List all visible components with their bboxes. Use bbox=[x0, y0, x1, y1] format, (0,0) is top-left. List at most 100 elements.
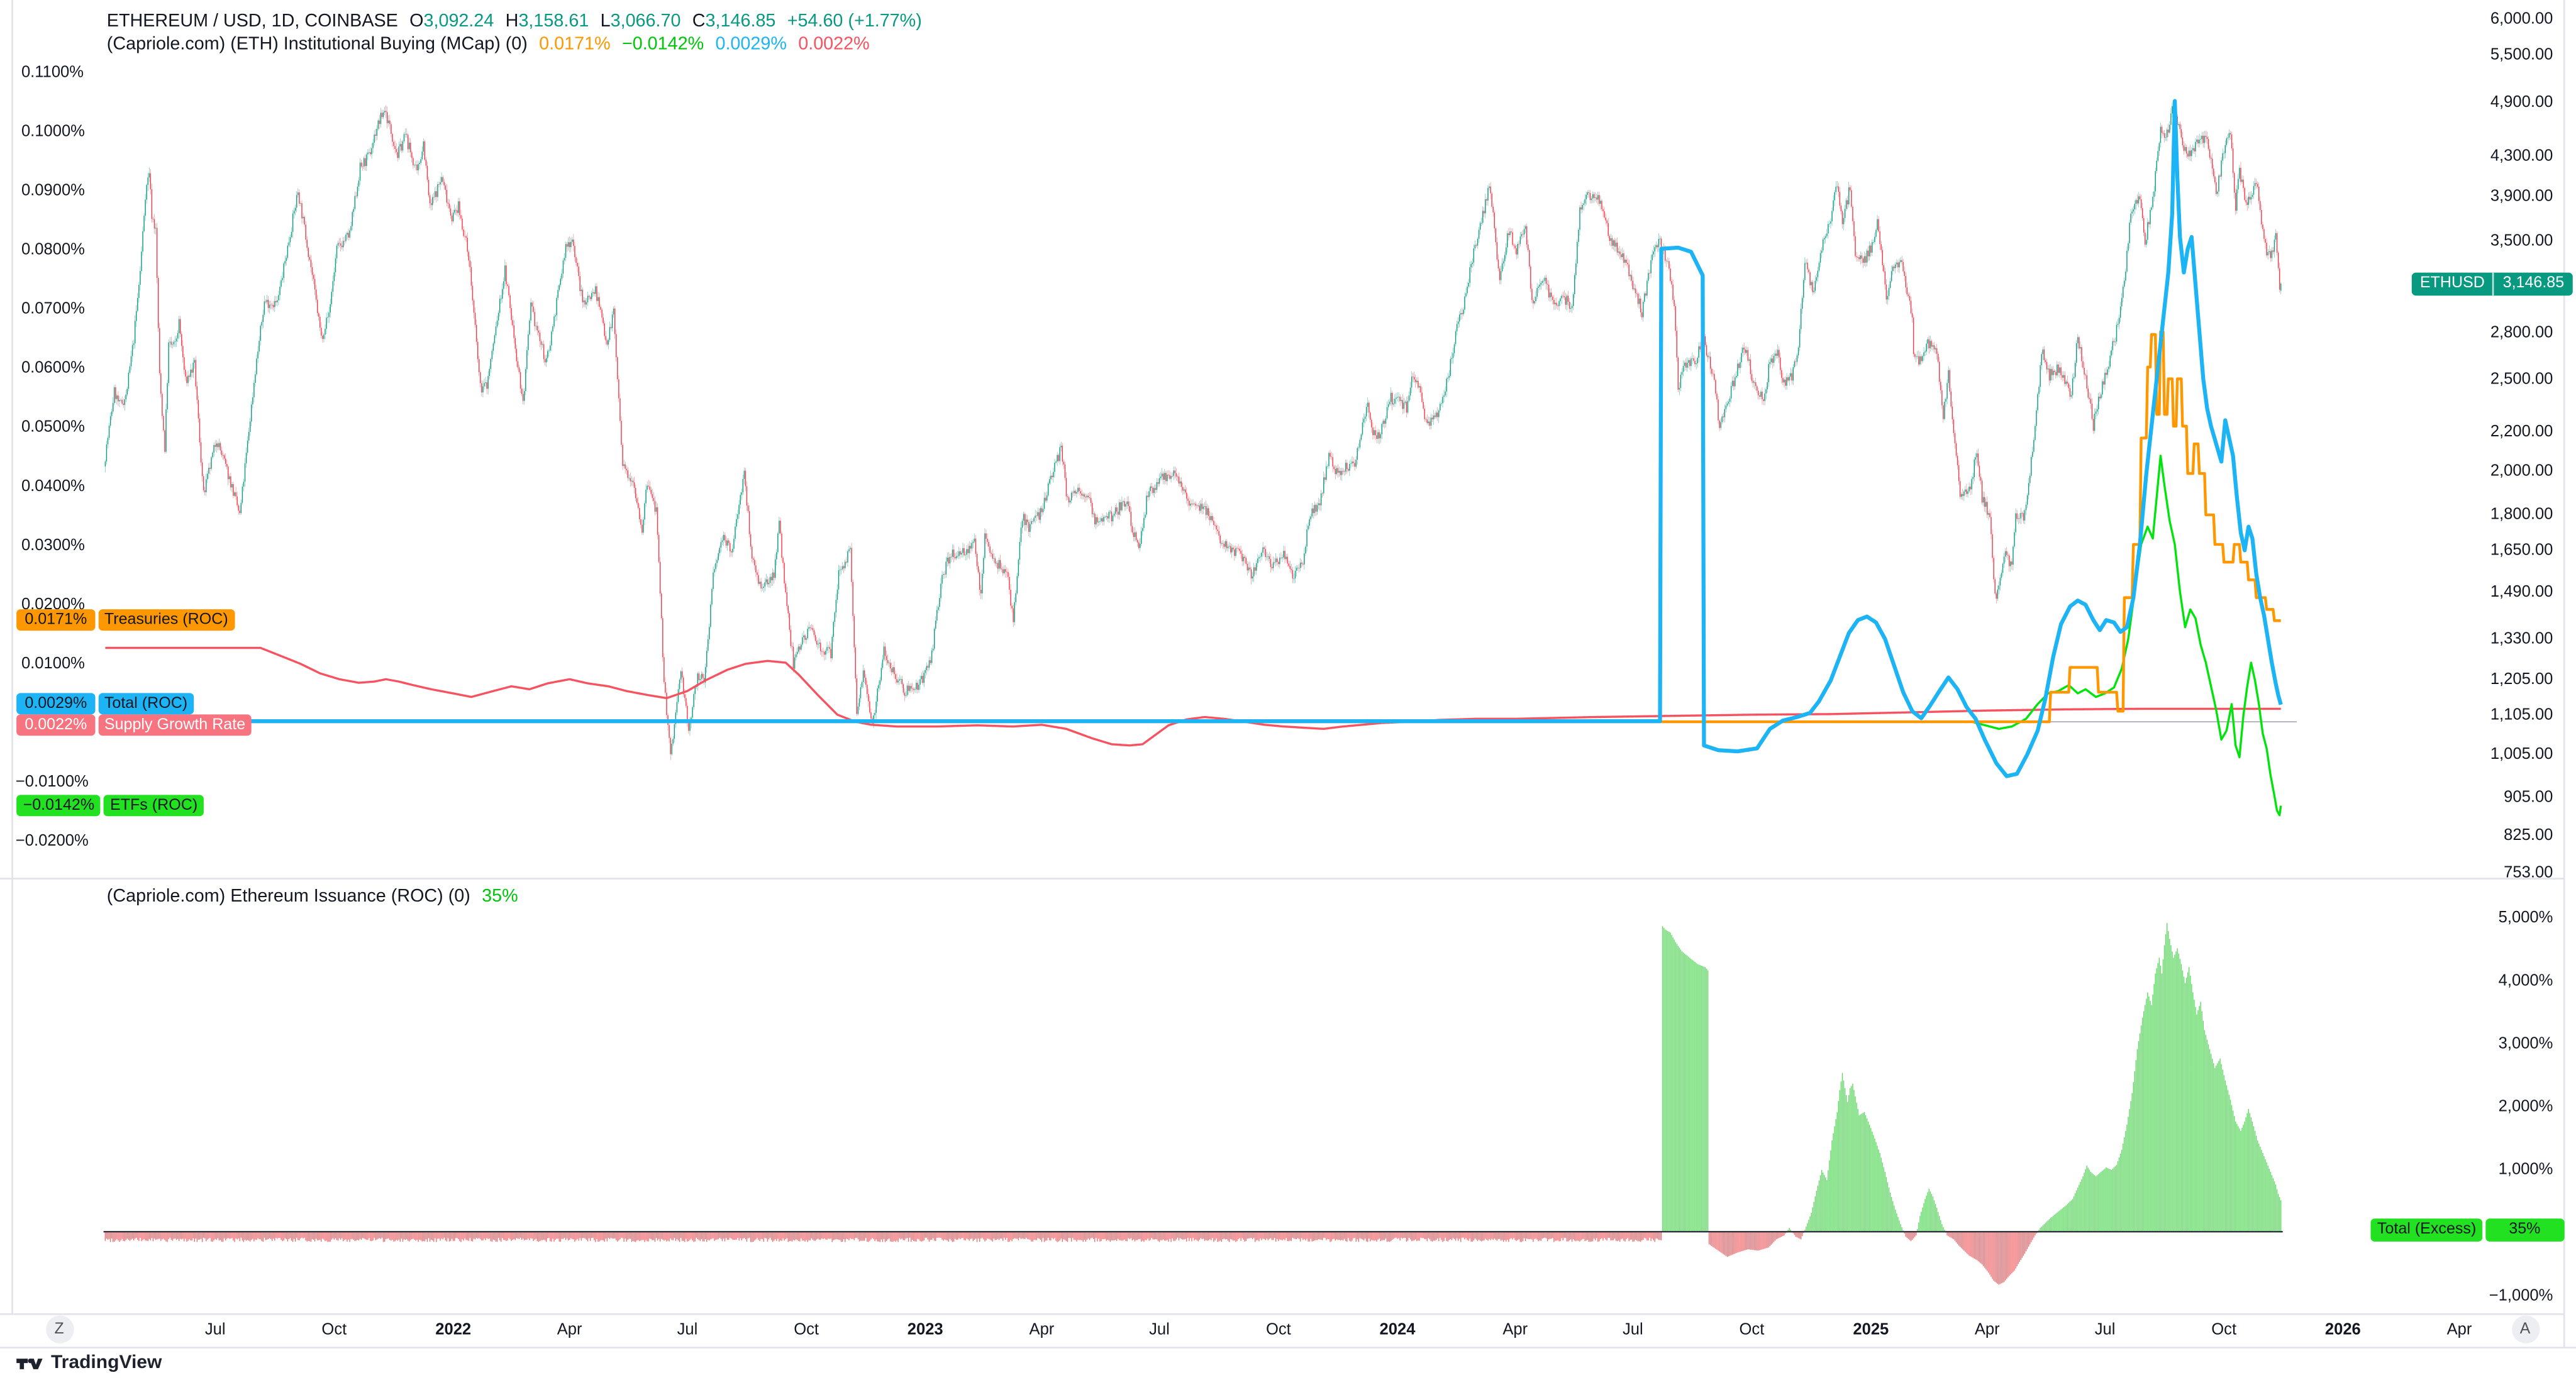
etfs-badge-label: ETFs (ROC) bbox=[103, 795, 204, 817]
percent-tick: 0.0600% bbox=[21, 359, 85, 377]
tradingview-logo-icon bbox=[16, 1357, 43, 1369]
issuance-title-row: (Capriole.com) Ethereum Issuance (ROC) (… bbox=[107, 886, 518, 907]
candle-wicks-down bbox=[115, 101, 2280, 760]
price-tick: 1,650.00 bbox=[2490, 541, 2553, 558]
supply-growth-rate-line bbox=[105, 646, 2281, 747]
time-tick: 2022 bbox=[435, 1320, 471, 1338]
price-tick: 3,500.00 bbox=[2490, 231, 2553, 249]
treasuries-roc-badge: 0.0171% Treasuries (ROC) bbox=[16, 609, 235, 631]
price-tick: 3,900.00 bbox=[2490, 187, 2553, 204]
indicator-title[interactable]: (Capriole.com) (ETH) Institutional Buyin… bbox=[106, 33, 528, 53]
time-tick: Apr bbox=[1030, 1320, 1055, 1338]
total-roc-value: 0.0029% bbox=[715, 33, 787, 53]
tradingview-logo-text: TradingView bbox=[50, 1353, 162, 1373]
price-tick: 825.00 bbox=[2504, 826, 2553, 844]
time-tick: Jul bbox=[205, 1320, 226, 1338]
issuance-tick: 1,000% bbox=[2499, 1161, 2553, 1178]
price-badge-symbol: ETHUSD bbox=[2419, 273, 2485, 292]
time-tick: Jul bbox=[1623, 1320, 1643, 1338]
candle-bodies-down bbox=[115, 106, 2280, 754]
open-value: 3,092.24 bbox=[423, 10, 494, 31]
time-tick: Apr bbox=[2447, 1320, 2472, 1338]
etfs-badge-value: −0.0142% bbox=[16, 795, 101, 817]
etfs-roc-line bbox=[1971, 455, 2282, 817]
price-tick: 2,000.00 bbox=[2490, 462, 2553, 480]
issuance-bars-positive bbox=[1662, 923, 2282, 1233]
price-tick: 1,005.00 bbox=[2490, 745, 2553, 763]
issuance-title[interactable]: (Capriole.com) Ethereum Issuance (ROC) (… bbox=[106, 886, 470, 906]
percent-tick: −0.0200% bbox=[16, 832, 89, 849]
issuance-tick: 2,000% bbox=[2499, 1098, 2553, 1115]
time-tick: Apr bbox=[1975, 1320, 2000, 1338]
excess-badge-value: 35% bbox=[2485, 1218, 2565, 1242]
time-tick: Apr bbox=[557, 1320, 582, 1338]
supply-growth-value: 0.0022% bbox=[798, 33, 870, 53]
percent-tick: 0.0300% bbox=[21, 536, 85, 554]
price-axis[interactable] bbox=[2297, 0, 2565, 1314]
time-tick: Jul bbox=[677, 1320, 698, 1338]
treasuries-badge-value: 0.0171% bbox=[16, 609, 96, 631]
time-axis[interactable] bbox=[0, 1314, 2576, 1349]
low-label: L bbox=[600, 10, 611, 31]
open-label: O bbox=[409, 10, 424, 31]
candle-wicks-up bbox=[105, 101, 2281, 756]
price-badge-value: 3,146.85 bbox=[2492, 272, 2572, 295]
time-axis-right-marker: A bbox=[2511, 1315, 2540, 1343]
supply-growth-badge: 0.0022% Supply Growth Rate bbox=[16, 714, 252, 736]
price-tick: 4,900.00 bbox=[2490, 93, 2553, 111]
pane-separator[interactable] bbox=[0, 875, 2576, 881]
time-tick: 2026 bbox=[2325, 1320, 2361, 1338]
close-label: C bbox=[692, 10, 706, 31]
percent-tick: 0.0800% bbox=[21, 241, 85, 258]
price-tick: 1,800.00 bbox=[2490, 505, 2553, 522]
issuance-tick: 4,000% bbox=[2499, 971, 2553, 989]
symbol-title[interactable]: ETHEREUM / USD, 1D, COINBASE bbox=[106, 10, 398, 31]
supply-badge-value: 0.0022% bbox=[16, 714, 96, 736]
time-tick: 2023 bbox=[908, 1320, 943, 1338]
symbol-title-row: ETHEREUM / USD, 1D, COINBASE O 3,092.24 H… bbox=[107, 11, 922, 32]
time-tick: Oct bbox=[2211, 1320, 2236, 1338]
percent-tick: 0.1100% bbox=[21, 63, 84, 81]
etfs-roc-badge: −0.0142% ETFs (ROC) bbox=[16, 795, 204, 817]
time-axis-left-marker: Z bbox=[45, 1315, 74, 1343]
price-change: +54.60 (+1.77%) bbox=[787, 10, 922, 31]
issuance-tick: 3,000% bbox=[2499, 1035, 2553, 1052]
price-tick: 753.00 bbox=[2504, 864, 2553, 881]
time-tick: Oct bbox=[321, 1320, 347, 1338]
axis-labels: 0.1100% 0.1000% 0.0900% 0.0800% 0.0700% 0.060… bbox=[16, 10, 2553, 1338]
low-value: 3,066.70 bbox=[610, 10, 681, 31]
supply-badge-label: Supply Growth Rate bbox=[97, 714, 252, 736]
percent-tick: 0.0700% bbox=[21, 300, 85, 317]
percent-tick: 0.0500% bbox=[21, 418, 85, 436]
time-tick: 2025 bbox=[1853, 1320, 1889, 1338]
price-tick: 4,300.00 bbox=[2490, 147, 2553, 165]
percent-axis[interactable] bbox=[0, 0, 99, 1314]
price-tick: 1,490.00 bbox=[2490, 583, 2553, 600]
percent-tick: 0.0100% bbox=[21, 654, 85, 672]
high-value: 3,158.61 bbox=[518, 10, 589, 31]
total-roc-line bbox=[104, 99, 2283, 778]
price-tick: 2,500.00 bbox=[2490, 370, 2553, 387]
time-tick: Jul bbox=[1149, 1320, 1170, 1338]
time-tick: Apr bbox=[1502, 1320, 1528, 1338]
price-tick: 2,800.00 bbox=[2490, 323, 2553, 341]
treasuries-roc-value: 0.0171% bbox=[539, 33, 611, 53]
time-tick: Oct bbox=[794, 1320, 819, 1338]
time-tick: Oct bbox=[1740, 1320, 1765, 1338]
high-label: H bbox=[505, 10, 519, 31]
treasuries-roc-line bbox=[105, 330, 2281, 724]
time-tick: Jul bbox=[2095, 1320, 2116, 1338]
price-tick: 1,330.00 bbox=[2490, 629, 2553, 647]
price-tick: 905.00 bbox=[2504, 788, 2553, 805]
percent-tick: 0.0900% bbox=[21, 182, 85, 199]
price-tick: 1,205.00 bbox=[2490, 670, 2553, 688]
last-price-badge: ETHUSD 3,146.85 bbox=[2411, 272, 2573, 295]
price-tick: 6,000.00 bbox=[2490, 10, 2553, 28]
indicator-title-row: (Capriole.com) (ETH) Institutional Buyin… bbox=[107, 34, 870, 55]
price-tick: 5,500.00 bbox=[2490, 46, 2553, 63]
tradingview-logo[interactable]: TradingView bbox=[16, 1353, 162, 1373]
treasuries-badge-label: Treasuries (ROC) bbox=[97, 609, 235, 631]
issuance-tick: 5,000% bbox=[2499, 908, 2553, 926]
